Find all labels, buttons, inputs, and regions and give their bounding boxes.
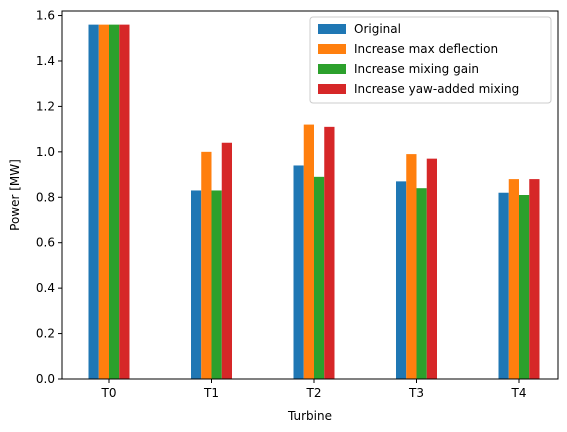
- legend-label-1: Original: [354, 22, 401, 36]
- legend-swatch-2: [318, 44, 346, 54]
- bar-t3-series-3: [416, 188, 427, 379]
- legend-label-4: Increase yaw-added mixing: [354, 82, 519, 96]
- y-tick-label: 0.0: [36, 372, 55, 386]
- bar-t0-series-3: [109, 24, 120, 379]
- bar-t1-series-1: [191, 190, 202, 379]
- x-tick-label-t4: T4: [511, 386, 527, 400]
- bar-t1-series-4: [221, 142, 232, 379]
- legend-swatch-4: [318, 84, 346, 94]
- bar-t1-series-3: [211, 190, 222, 379]
- y-axis: 0.0 0.2 0.4 0.6 0.8 1.0 1.2 1.4 1.6: [36, 9, 62, 386]
- bar-t0-series-2: [98, 24, 109, 379]
- x-tick-label-t1: T1: [203, 386, 219, 400]
- y-tick-label: 0.4: [36, 281, 55, 295]
- x-tick-label-t2: T2: [306, 386, 322, 400]
- bar-t2-series-2: [303, 124, 314, 379]
- y-tick-label: 1.6: [36, 9, 55, 23]
- legend-swatch-1: [318, 24, 346, 34]
- y-tick-label: 1.0: [36, 145, 55, 159]
- bar-t3-series-4: [426, 158, 437, 379]
- x-axis: T0 T1 T2 T3 T4: [101, 379, 527, 400]
- y-tick-label: 0.6: [36, 236, 55, 250]
- bar-t3-series-2: [406, 154, 417, 379]
- bar-t2-series-3: [314, 176, 325, 379]
- bar-t2-series-1: [293, 165, 304, 379]
- bar-t0-series-1: [88, 24, 99, 379]
- bar-t4-series-1: [498, 192, 509, 379]
- y-axis-label: Power [MW]: [8, 159, 22, 231]
- legend-box: [309, 16, 552, 104]
- bars-group: [88, 24, 540, 379]
- bar-t4-series-4: [529, 179, 540, 379]
- bar-t1-series-2: [201, 151, 212, 379]
- legend-label-3: Increase mixing gain: [354, 62, 479, 76]
- bar-t4-series-3: [519, 195, 530, 379]
- legend-label-2: Increase max deflection: [354, 42, 498, 56]
- x-tick-label-t0: T0: [101, 386, 117, 400]
- x-tick-label-t3: T3: [408, 386, 424, 400]
- legend: Original Increase max deflection Increase …: [309, 16, 552, 104]
- y-tick-label: 0.2: [36, 327, 55, 341]
- plot-frame: [61, 10, 559, 380]
- y-tick-label: 1.4: [36, 54, 55, 68]
- y-tick-label: 1.2: [36, 99, 55, 113]
- y-tick-label: 0.8: [36, 190, 55, 204]
- bar-t0-series-4: [119, 24, 130, 379]
- legend-swatch-3: [318, 64, 346, 74]
- x-axis-label: Turbine: [287, 409, 332, 423]
- bar-t2-series-4: [324, 126, 335, 379]
- bar-t4-series-2: [508, 179, 519, 379]
- bar-t3-series-1: [396, 181, 407, 379]
